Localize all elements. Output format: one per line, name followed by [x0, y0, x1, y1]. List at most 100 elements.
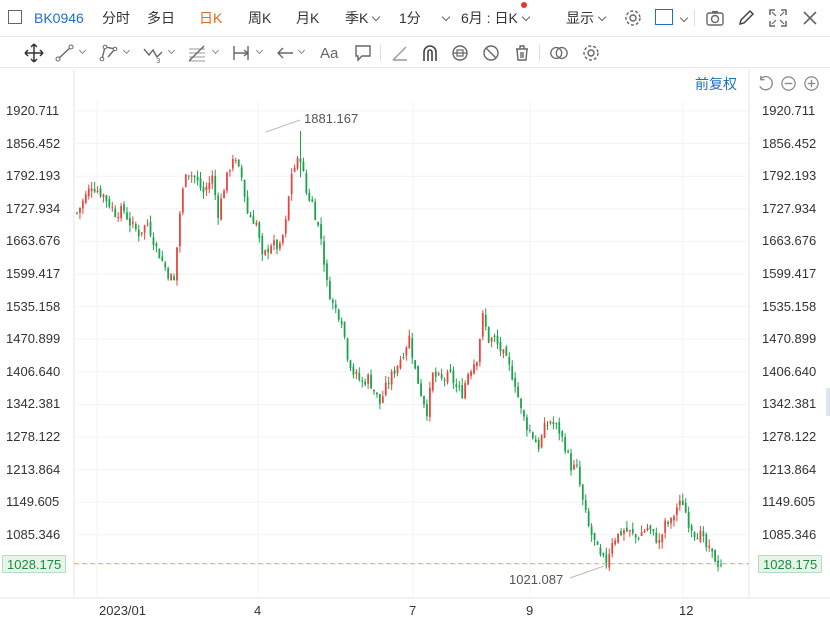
symbol-label[interactable]: BK0946: [34, 10, 84, 26]
candle-body: [129, 217, 131, 226]
panel-toggle-icon[interactable]: [8, 10, 22, 24]
y-tick-label: 1278.122: [6, 428, 61, 444]
minute-dropdown[interactable]: 1分: [399, 9, 451, 27]
candle-body: [578, 466, 581, 485]
candle-body: [452, 370, 455, 384]
current-price-tag-left: 1028.175: [2, 555, 67, 573]
candle-body: [517, 386, 519, 398]
svg-text:3: 3: [156, 57, 160, 63]
candle-body: [681, 500, 684, 505]
adjust-mode-button[interactable]: 前复权: [695, 76, 737, 92]
chevron-down-icon[interactable]: [122, 46, 131, 55]
top-toolbar: BK0946 分时 多日 日K 周K 月K 季K 1分 6月 : 日K 显示: [0, 0, 830, 36]
y-tick-label: 1149.605: [762, 494, 816, 510]
candle-body: [184, 174, 187, 187]
candle-body: [126, 212, 128, 220]
trash-icon[interactable]: [512, 43, 532, 63]
candle-body: [637, 538, 640, 540]
chevron-down-icon: [597, 12, 607, 22]
magnet-icon[interactable]: [420, 43, 440, 63]
candle-body: [387, 383, 390, 385]
candle-body: [664, 520, 667, 533]
y-tick-label: 1663.676: [762, 233, 817, 249]
zoom-out-icon[interactable]: [780, 75, 797, 92]
chevron-down-icon[interactable]: [255, 46, 264, 55]
candle-body: [90, 188, 93, 191]
compare-icon[interactable]: [549, 43, 569, 63]
pencil-icon[interactable]: [736, 8, 756, 28]
candle-body: [396, 365, 399, 374]
hide-icon[interactable]: [481, 43, 501, 63]
fibonacci-tool-icon[interactable]: [187, 43, 207, 63]
fullscreen-icon[interactable]: [768, 8, 788, 28]
lock-drawing-icon[interactable]: [450, 43, 470, 63]
candle-body: [667, 522, 669, 525]
candle-body: [217, 195, 220, 218]
candle-body: [405, 347, 408, 356]
wave-tool-icon[interactable]: 3: [143, 43, 163, 63]
chevron-down-icon: [441, 12, 451, 22]
ray-tool-icon[interactable]: [390, 43, 410, 63]
polyline-tool-icon[interactable]: [99, 43, 119, 63]
line-tool-icon[interactable]: [55, 43, 75, 63]
candle-body: [428, 387, 431, 417]
zoom-in-icon[interactable]: [803, 75, 820, 92]
candle-body: [678, 500, 681, 506]
camera-icon[interactable]: [705, 8, 725, 28]
y-tick-label: 1470.899: [762, 331, 817, 347]
scrollbar-handle[interactable]: [826, 388, 830, 416]
note-tool-icon[interactable]: [353, 43, 373, 63]
candle-body: [273, 240, 275, 246]
chevron-down-icon[interactable]: [679, 13, 689, 23]
close-icon[interactable]: [800, 8, 820, 28]
candle-body: [699, 530, 702, 542]
text-tool-icon[interactable]: Aa: [320, 45, 339, 62]
candle-body: [343, 322, 346, 337]
gear-icon[interactable]: [581, 43, 601, 63]
y-tick-label: 1727.934: [6, 200, 61, 216]
candle-body: [523, 410, 525, 417]
chevron-down-icon[interactable]: [211, 46, 220, 55]
candle-body: [714, 550, 717, 562]
candle-body: [446, 371, 449, 383]
season-dropdown[interactable]: 季K: [345, 9, 381, 27]
candle-body: [284, 219, 287, 234]
tab-daily[interactable]: 日K: [199, 10, 223, 26]
tab-multiday[interactable]: 多日: [147, 10, 175, 26]
candle-body: [170, 274, 173, 281]
settings-icon[interactable]: [623, 8, 643, 28]
candle-body: [258, 222, 261, 239]
display-dropdown[interactable]: 显示: [566, 9, 607, 27]
reset-icon[interactable]: [757, 75, 774, 92]
x-tick-label: 9: [526, 603, 534, 618]
candle-body: [576, 464, 578, 466]
chevron-down-icon[interactable]: [78, 46, 87, 55]
y-tick-label: 1920.711: [6, 103, 60, 118]
candle-body: [608, 553, 611, 568]
candle-body: [179, 213, 181, 247]
candle-body: [181, 188, 184, 213]
tab-intraday[interactable]: 分时: [102, 10, 130, 26]
candle-body: [314, 201, 317, 221]
arrow-tool-icon[interactable]: [275, 43, 295, 63]
y-tick-label: 1278.122: [762, 428, 817, 444]
candle-body: [199, 178, 202, 188]
measure-tool-icon[interactable]: [231, 43, 251, 63]
candle-body: [720, 564, 722, 566]
candle-body: [467, 374, 470, 385]
tab-weekly[interactable]: 周K: [248, 10, 272, 26]
candle-body: [287, 196, 290, 220]
chevron-down-icon[interactable]: [297, 46, 306, 55]
candle-body: [581, 484, 584, 500]
candle-body: [573, 464, 575, 470]
move-icon[interactable]: [24, 43, 44, 63]
chart-overlay: [74, 119, 749, 579]
candle-body: [84, 194, 87, 203]
range-dropdown[interactable]: 6月 : 日K: [461, 9, 531, 27]
chevron-down-icon[interactable]: [167, 46, 176, 55]
candle-body: [484, 314, 487, 327]
range-label: 6月 : 日K: [461, 10, 518, 26]
layout-icon[interactable]: [655, 9, 673, 25]
tab-monthly[interactable]: 月K: [296, 10, 320, 26]
candle-body: [187, 175, 190, 177]
